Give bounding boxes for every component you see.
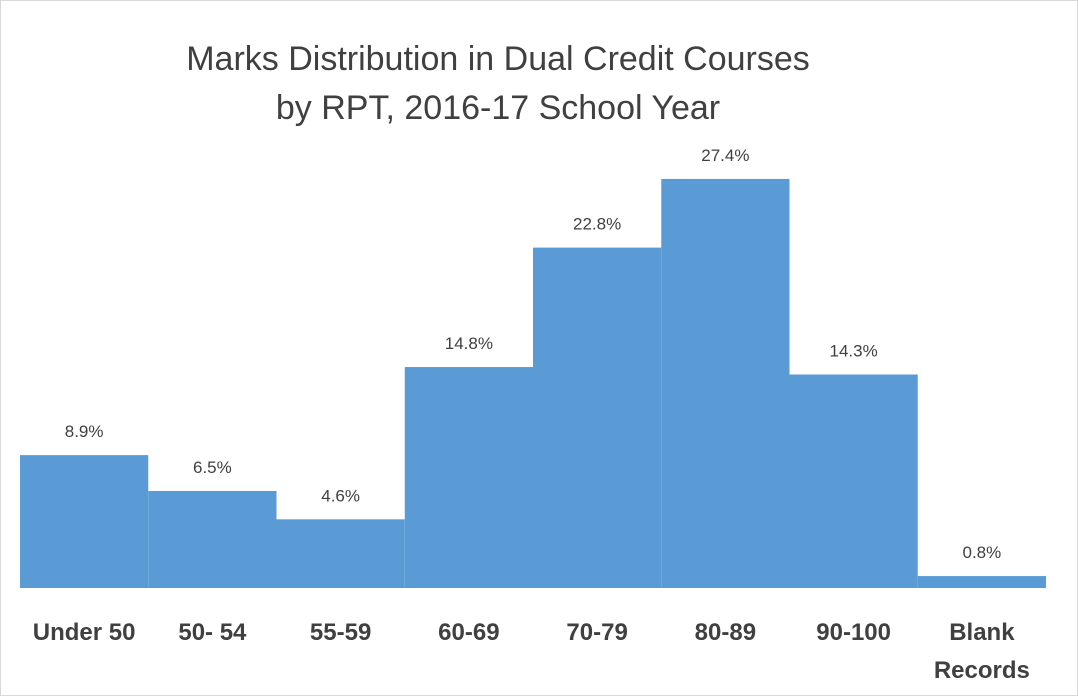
data-label: 4.6% <box>321 486 360 505</box>
x-tick-label: 60-69 <box>438 619 499 646</box>
data-label: 8.9% <box>65 422 104 441</box>
data-label: 27.4% <box>701 146 749 165</box>
x-tick-label: Under 50 <box>33 619 136 646</box>
bar <box>661 178 790 588</box>
data-label: 22.8% <box>573 215 621 234</box>
x-tick-label: 50- 54 <box>178 619 247 646</box>
bar <box>276 519 405 588</box>
bar <box>404 367 533 588</box>
bar <box>917 576 1046 588</box>
chart-title: Marks Distribution in Dual Credit Course… <box>186 40 810 78</box>
data-label: 6.5% <box>193 458 232 477</box>
data-label: 14.8% <box>445 334 493 353</box>
x-tick-label: 55-59 <box>310 619 371 646</box>
x-tick-label: 80-89 <box>695 619 756 646</box>
bar <box>148 490 277 588</box>
chart-title: by RPT, 2016-17 School Year <box>276 89 720 127</box>
bar <box>533 247 662 588</box>
x-tick-label: 90-100 <box>816 619 891 646</box>
bar <box>789 374 918 588</box>
bar <box>20 455 149 588</box>
x-tick-label: 70-79 <box>566 619 627 646</box>
data-label: 0.8% <box>963 543 1002 562</box>
data-label: 14.3% <box>830 342 878 361</box>
x-tick-label: Blank Records <box>934 619 1030 684</box>
